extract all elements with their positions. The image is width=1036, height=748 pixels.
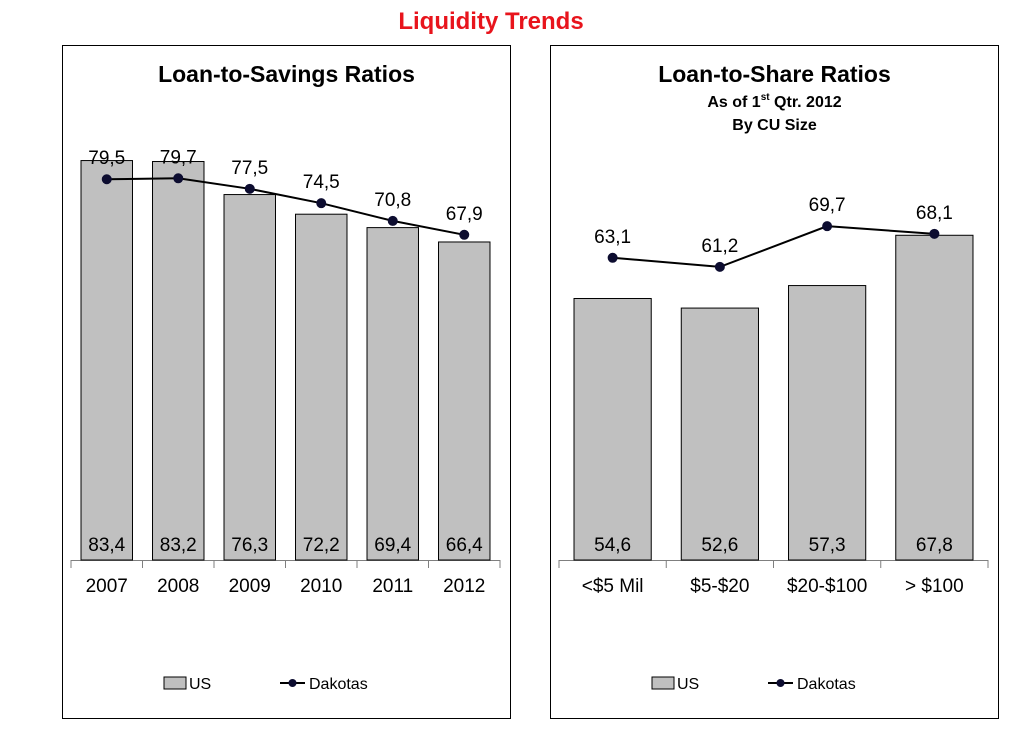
chart-subtitle: As of 1st Qtr. 2012: [707, 92, 841, 111]
subtitle-text: By CU Size: [732, 117, 817, 134]
chart-title: Loan-to-Savings Ratios: [158, 61, 415, 87]
x-tick-label: 2007: [86, 576, 128, 597]
x-tick-label: 2011: [372, 576, 413, 597]
line-value-label: 79,5: [88, 148, 125, 169]
legend-us-label: US: [189, 676, 211, 693]
chart-title: Loan-to-Share Ratios: [658, 61, 891, 87]
point-dakotas: [316, 198, 327, 209]
x-tick-label: $20-$100: [787, 576, 867, 597]
bar-value-label: 83,2: [160, 535, 197, 556]
x-tick-label: 2012: [443, 576, 485, 597]
bar-us: [680, 307, 759, 561]
x-tick-label: 2008: [157, 576, 199, 597]
bar-us: [895, 234, 974, 561]
line-value-label: 69,7: [809, 195, 846, 216]
bar-value-label: 72,2: [303, 535, 340, 556]
legend-dakotas-marker: [776, 679, 785, 687]
page-title: Liquidity Trends: [398, 8, 584, 35]
point-dakotas: [244, 183, 255, 194]
line-dakotas: [106, 177, 465, 236]
line-value-label: 67,9: [446, 204, 483, 225]
legend-us-label: US: [677, 676, 699, 693]
subtitle-text: As of 1: [707, 94, 760, 111]
bar-value-label: 54,6: [594, 535, 631, 556]
line-dakotas: [612, 225, 935, 268]
bar-value-label: 69,4: [374, 535, 411, 556]
loan-to-savings-chart: Loan-to-Savings Ratios 83,4 83,2 76,3 72,2 69…: [62, 45, 511, 719]
point-dakotas: [459, 229, 470, 240]
bar-value-label: 67,8: [916, 535, 953, 556]
x-tick-label: 2010: [300, 576, 342, 597]
loan-to-share-chart: Loan-to-Share Ratios As of 1st Qtr. 2012 B…: [550, 45, 999, 719]
bar-us: [366, 227, 419, 561]
legend-us-swatch: [163, 676, 187, 690]
point-dakotas: [101, 174, 112, 185]
line-value-label: 61,2: [701, 236, 738, 257]
bar-us: [573, 297, 652, 561]
x-tick-label: 2009: [229, 576, 271, 597]
x-tick-label: > $100: [905, 576, 964, 597]
subtitle-text: Qtr. 2012: [770, 94, 842, 111]
bar-value-label: 66,4: [446, 535, 483, 556]
bar-us: [295, 213, 348, 561]
bar-us: [152, 161, 205, 561]
point-dakotas: [387, 215, 398, 226]
point-dakotas: [173, 173, 184, 184]
line-value-label: 68,1: [916, 203, 953, 224]
bar-value-label: 76,3: [231, 535, 268, 556]
bar-value-label: 52,6: [701, 535, 738, 556]
legend-us-swatch: [651, 676, 675, 690]
point-dakotas: [607, 252, 618, 263]
line-value-label: 74,5: [303, 172, 340, 193]
bar-us: [223, 194, 276, 561]
bar-us: [80, 160, 133, 561]
chart-frame: [62, 45, 511, 719]
point-dakotas: [822, 221, 833, 232]
bar-value-label: 57,3: [809, 535, 846, 556]
line-value-label: 79,7: [160, 147, 197, 168]
x-tick-label: <$5 Mil: [582, 576, 644, 597]
bar-us: [438, 241, 491, 561]
legend-dakotas-label: Dakotas: [797, 676, 856, 693]
bar-us: [788, 285, 867, 561]
point-dakotas: [714, 261, 725, 272]
legend-dakotas-label: Dakotas: [309, 676, 368, 693]
bar-value-label: 83,4: [88, 535, 125, 556]
point-dakotas: [929, 228, 940, 239]
line-value-label: 77,5: [231, 158, 268, 179]
line-value-label: 70,8: [374, 190, 411, 211]
subtitle-superscript: st: [761, 92, 771, 103]
x-tick-label: $5-$20: [690, 576, 749, 597]
line-value-label: 63,1: [594, 227, 631, 248]
chart-subtitle: By CU Size: [732, 117, 817, 134]
legend-dakotas-marker: [288, 679, 297, 687]
